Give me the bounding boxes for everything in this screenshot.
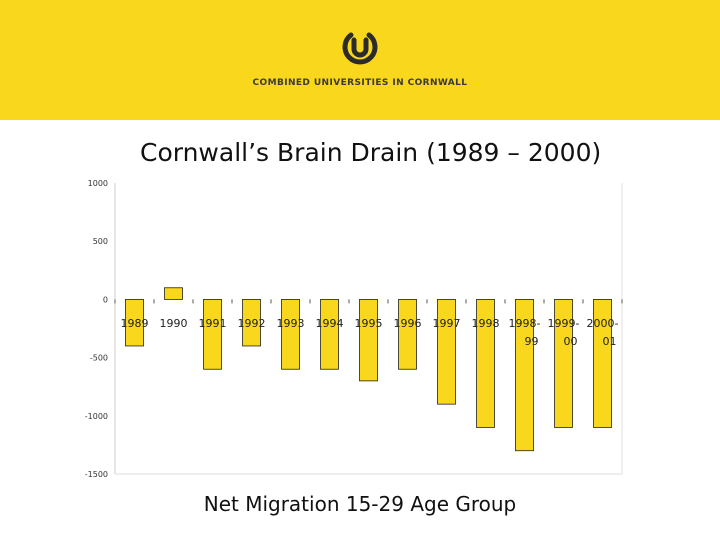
bar <box>398 298 417 370</box>
x-tick-label: 2000- <box>587 317 619 330</box>
x-tick-label: 1990 <box>160 317 188 330</box>
org-name: COMBINED UNIVERSITIES IN CORNWALL <box>252 78 468 88</box>
x-tick-label: 1995 <box>355 317 383 330</box>
x-tick-label: 1991 <box>199 317 227 330</box>
x-tick-label-line2: 00 <box>564 335 578 348</box>
bar <box>554 298 573 428</box>
x-tick-label: 1997 <box>433 317 461 330</box>
bar <box>593 298 612 428</box>
x-tick-label: 1993 <box>277 317 305 330</box>
y-tick-label: -500 <box>90 354 108 363</box>
y-tick-label: 1000 <box>88 179 108 188</box>
bar <box>476 298 495 428</box>
bars <box>125 287 612 452</box>
y-tick-label: -1500 <box>85 470 108 479</box>
x-tick-label: 1998- <box>509 317 541 330</box>
bar <box>125 298 144 347</box>
bar <box>164 287 183 300</box>
bar <box>203 298 222 370</box>
x-tick-label-line2: 01 <box>603 335 617 348</box>
y-axis-ticks: 1000 500 0 -500 -1000 -1500 <box>85 179 108 479</box>
bar <box>320 298 339 370</box>
bar <box>359 298 378 382</box>
x-axis-labels: 1989 1990 1991 1992 1993 1994 1995 1996 1997 1998… <box>121 317 619 348</box>
bar <box>242 298 261 347</box>
y-tick-label: 0 <box>103 295 108 304</box>
x-tick-label: 1996 <box>394 317 422 330</box>
x-tick-label: 1994 <box>316 317 344 330</box>
x-tick-label: 1999- <box>548 317 580 330</box>
bar <box>281 298 300 370</box>
bar <box>437 298 456 405</box>
x-tick-label: 1992 <box>238 317 266 330</box>
cuc-logo-icon <box>342 32 378 65</box>
x-axis-ticks <box>114 299 623 304</box>
x-tick-label: 1989 <box>121 317 149 330</box>
bar <box>515 298 534 452</box>
y-tick-label: 500 <box>93 237 108 246</box>
y-tick-label: -1000 <box>85 412 108 421</box>
x-tick-label-line2: 99 <box>525 335 539 348</box>
x-tick-label: 1998 <box>472 317 500 330</box>
chart-title: Cornwall’s Brain Drain (1989 – 2000) <box>140 138 602 167</box>
chart-caption: Net Migration 15-29 Age Group <box>203 492 517 516</box>
